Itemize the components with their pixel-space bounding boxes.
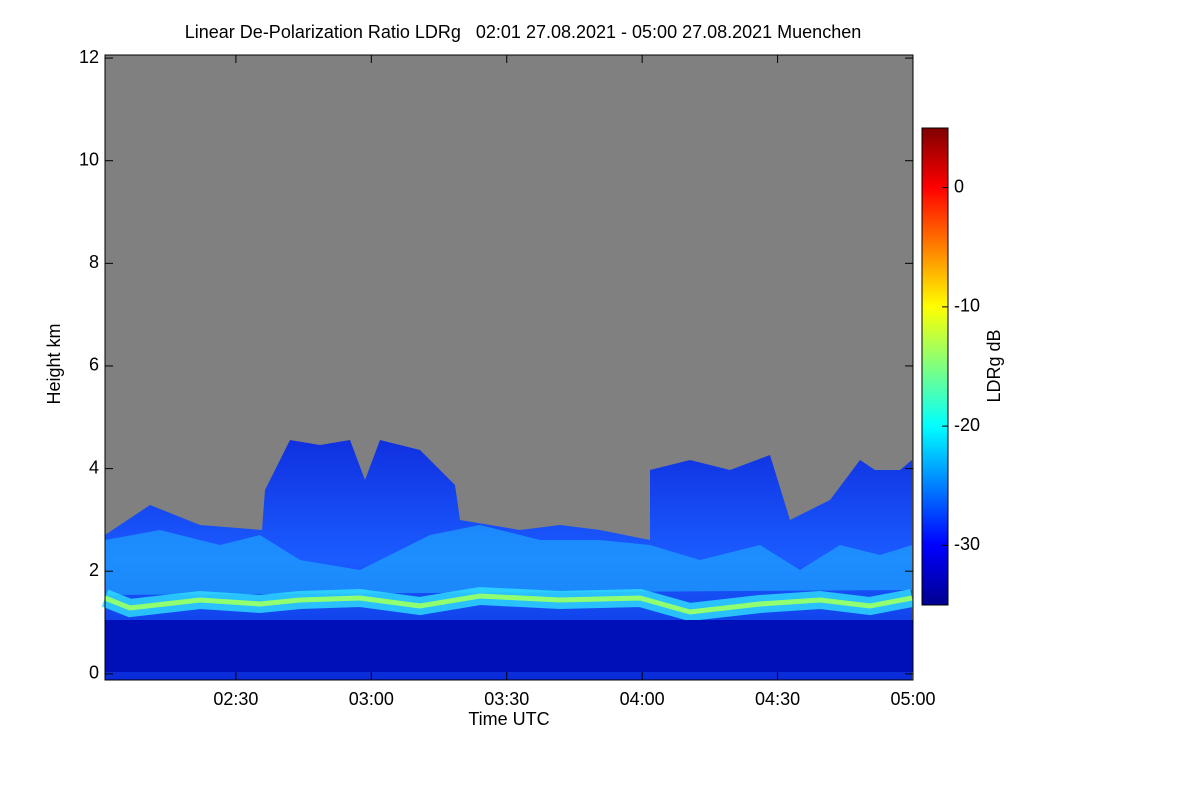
x-tick-label: 03:00: [349, 689, 394, 709]
x-tick-label: 04:30: [755, 689, 800, 709]
colorbar-tick-label: -30: [954, 534, 980, 554]
y-tick-label: 6: [89, 355, 99, 375]
colorbar-label: LDRg dB: [984, 329, 1004, 402]
y-tick-label: 4: [89, 457, 99, 477]
low-layer: [105, 620, 913, 672]
y-tick-label: 2: [89, 560, 99, 580]
colorbar-tick-label: -20: [954, 415, 980, 435]
plot-frame: [104, 54, 914, 681]
x-tick-label: 05:00: [890, 689, 935, 709]
bright-band-core: [104, 593, 913, 615]
x-tick-label: 04:00: [620, 689, 665, 709]
cyan-layer: [105, 525, 912, 595]
colorbar-tick-label: 0: [954, 176, 964, 196]
y-axis-label: Height km: [44, 323, 64, 404]
chart-title: Linear De-Polarization Ratio LDRg 02:01 …: [185, 22, 861, 42]
x-tick-label: 03:30: [484, 689, 529, 709]
field: [101, 55, 914, 680]
y-tick-label: 10: [79, 149, 99, 169]
y-tick-label: 8: [89, 252, 99, 272]
colorbar: [921, 127, 949, 606]
y-tick-label: 0: [89, 663, 99, 683]
colorbar-tick-label: -10: [954, 296, 980, 316]
x-axis-label: Time UTC: [468, 709, 549, 729]
x-tick-label: 02:30: [213, 689, 258, 709]
y-tick-label: 12: [79, 47, 99, 67]
